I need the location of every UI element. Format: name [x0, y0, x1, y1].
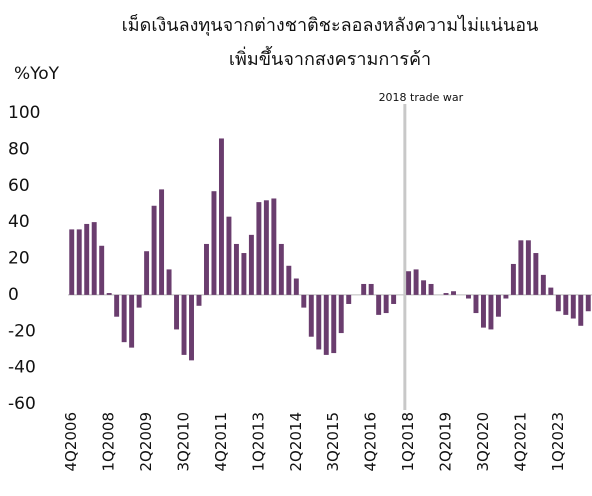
- bar: [361, 283, 367, 295]
- bar: [69, 229, 75, 295]
- bar: [338, 294, 344, 334]
- bar: [570, 294, 576, 319]
- y-tick-label: -20: [8, 321, 36, 341]
- bar: [196, 294, 202, 306]
- bar: [166, 269, 172, 295]
- y-axis-label: %YoY: [14, 64, 60, 84]
- chart-title: เพิ่มขึ้นจากสงครามการค้า: [229, 46, 431, 70]
- bar: [91, 222, 97, 295]
- x-tick-label: 4Q2021: [511, 412, 529, 472]
- y-tick-label: 40: [8, 212, 30, 232]
- bar: [548, 287, 554, 295]
- x-tick-label: 2Q2009: [137, 412, 155, 472]
- bar: [301, 294, 307, 308]
- bar: [428, 283, 434, 295]
- bar: [480, 294, 486, 328]
- y-tick-label: 100: [8, 103, 40, 123]
- bar: [286, 265, 292, 295]
- y-tick-label: -40: [8, 358, 36, 378]
- bar: [151, 205, 157, 295]
- bar: [585, 294, 591, 312]
- bar: [263, 200, 269, 295]
- bar: [181, 294, 187, 355]
- y-tick-label: -60: [8, 394, 36, 414]
- bar: [406, 271, 412, 295]
- bar: [331, 294, 337, 354]
- x-tick-label: 1Q2008: [100, 412, 118, 472]
- bar: [368, 283, 374, 295]
- x-tick-label: 1Q2018: [399, 412, 417, 472]
- bar: [488, 294, 494, 330]
- bar: [563, 294, 569, 315]
- bar: [233, 243, 239, 295]
- x-tick-label: 1Q2023: [549, 412, 567, 472]
- y-tick-label: 20: [8, 249, 30, 269]
- bar: [159, 189, 165, 295]
- bar: [383, 294, 389, 314]
- bar: [323, 294, 329, 355]
- x-tick-label: 3Q2015: [324, 412, 342, 472]
- bar: [204, 243, 209, 295]
- bar: [466, 294, 471, 299]
- bar: [421, 280, 427, 295]
- annotation: 2018 trade war: [379, 91, 464, 104]
- bar: [518, 240, 524, 295]
- bar: [211, 191, 217, 295]
- bar: [129, 294, 135, 348]
- x-tick-label: 4Q2016: [362, 412, 380, 472]
- x-tick-label: 4Q2006: [62, 412, 80, 472]
- bar: [76, 229, 82, 295]
- bar: [510, 263, 516, 295]
- bar: [226, 216, 232, 295]
- bar: [121, 294, 127, 343]
- y-tick-label: 80: [8, 139, 30, 159]
- bar: [533, 253, 539, 295]
- bar: [136, 294, 142, 308]
- bar: [106, 293, 112, 295]
- bar: [144, 251, 150, 295]
- bar: [218, 138, 224, 295]
- bar: [413, 269, 419, 295]
- bar: [114, 294, 120, 317]
- y-tick-label: 60: [8, 176, 30, 196]
- bar: [443, 293, 449, 295]
- bar: [451, 291, 456, 295]
- bar: [503, 294, 509, 299]
- bar: [316, 294, 322, 350]
- x-tick-label: 2Q2019: [437, 412, 455, 472]
- bar: [241, 253, 247, 295]
- bar: [256, 202, 262, 295]
- bar: [308, 294, 314, 337]
- x-tick-label: 3Q2010: [175, 412, 193, 472]
- bar: [346, 294, 352, 304]
- bar: [525, 240, 531, 295]
- x-tick-label: 1Q2013: [249, 412, 267, 472]
- bar: [174, 294, 180, 330]
- chart-title: เม็ดเงินลงทุนจากต่างชาติชะลอลงหลังความไม…: [122, 13, 539, 36]
- bar: [540, 274, 546, 295]
- bar: [578, 294, 584, 326]
- y-tick-label: 0: [8, 285, 19, 305]
- bar: [84, 223, 90, 295]
- bar: [473, 294, 479, 314]
- bar: [189, 294, 194, 361]
- bar: [99, 245, 105, 295]
- bar: [293, 278, 299, 295]
- bar: [555, 294, 561, 312]
- bar: [248, 234, 254, 295]
- x-tick-label: 3Q2020: [474, 412, 492, 472]
- bar: [278, 243, 284, 295]
- bar: [495, 294, 501, 317]
- bar: [376, 294, 382, 315]
- x-tick-label: 4Q2011: [212, 412, 230, 472]
- bar: [391, 294, 397, 304]
- x-tick-label: 2Q2014: [287, 412, 305, 472]
- bar: [271, 198, 277, 295]
